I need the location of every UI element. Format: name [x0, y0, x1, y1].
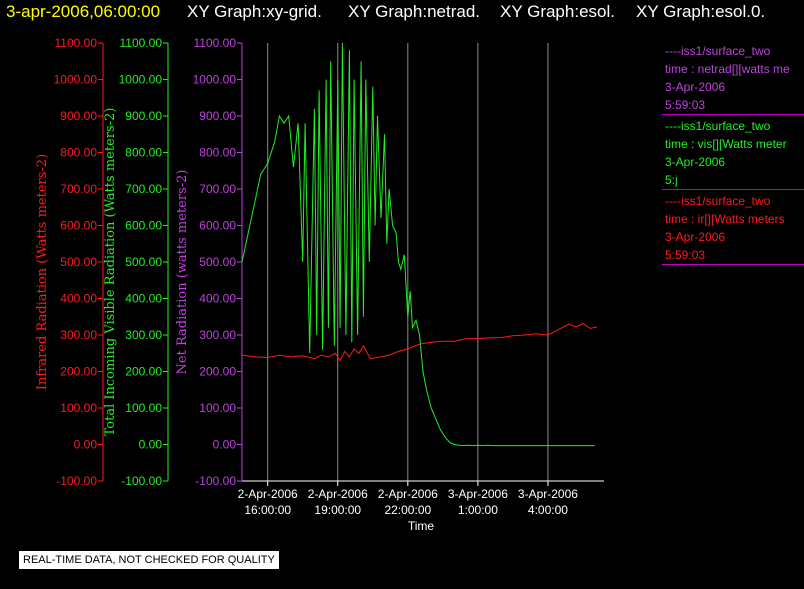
net-y-tick-label-11: 1000.00	[193, 73, 237, 87]
net-y-tick-label-0: -100.00	[195, 474, 236, 488]
visible-y-tick-label-2: 100.00	[125, 401, 162, 415]
net-y-tick-label-1: 0.00	[213, 438, 237, 452]
infrared-y-tick-label-10: 900.00	[60, 109, 97, 123]
net-y-tick-label-9: 800.00	[199, 146, 236, 160]
net-y-tick-label-8: 700.00	[199, 182, 236, 196]
visible-y-tick-label-1: 0.00	[139, 438, 163, 452]
x-tick-date-3: 3-Apr-2006	[448, 487, 508, 501]
x-tick-date-1: 2-Apr-2006	[308, 487, 368, 501]
legend-source: ----iss1/surface_two	[665, 44, 771, 58]
x-tick-time-4: 4:00:00	[528, 503, 568, 517]
graph-label-netrad: XY Graph:netrad.	[348, 2, 480, 21]
infrared-y-tick-label-7: 600.00	[60, 219, 97, 233]
infrared-radiation-line	[241, 322, 598, 362]
net-axis-title: Net Radiation (watts meters-2)	[175, 170, 190, 375]
quality-notice: REAL-TIME DATA, NOT CHECKED FOR QUALITY	[18, 550, 280, 570]
visible-y-tick-label-0: -100.00	[121, 474, 162, 488]
legend-date: 3-Apr-2006	[665, 230, 726, 244]
visible-y-tick-label-12: 1100.00	[120, 36, 163, 50]
graph-label-xy-grid: XY Graph:xy-grid.	[187, 2, 322, 21]
legend-source: ----iss1/surface_two	[665, 119, 771, 133]
legend-date: 3-Apr-2006	[665, 80, 726, 94]
legend-time: 5:59:03	[665, 98, 706, 112]
net-y-tick-label-6: 500.00	[199, 255, 236, 269]
infrared-y-tick-label-1: 0.00	[74, 438, 98, 452]
net-y-tick-label-4: 300.00	[199, 328, 236, 342]
infrared-y-tick-label-0: -100.00	[56, 474, 97, 488]
visible-y-tick-label-3: 200.00	[125, 365, 162, 379]
timestamp-label: 3-apr-2006,06:00:00	[6, 2, 161, 21]
visible-y-tick-label-7: 600.00	[125, 219, 162, 233]
infrared-y-tick-label-6: 500.00	[60, 255, 97, 269]
infrared-y-tick-label-12: 1100.00	[55, 36, 98, 50]
legend-source: ----iss1/surface_two	[665, 194, 771, 208]
net-y-tick-label-3: 200.00	[199, 365, 236, 379]
legend-date: 3-Apr-2006	[665, 155, 726, 169]
graph-label-esol-0: XY Graph:esol.0.	[636, 2, 766, 21]
legend-time: 5:59:03	[665, 248, 706, 262]
net-y-tick-label-10: 900.00	[199, 109, 236, 123]
infrared-y-tick-label-11: 1000.00	[54, 73, 98, 87]
visible-radiation-line	[241, 42, 595, 447]
infrared-y-tick-label-9: 800.00	[60, 146, 97, 160]
visible-axis-title: Total Incoming Visible Radiation (Watts …	[103, 108, 118, 437]
x-tick-time-0: 16:00:00	[244, 503, 291, 517]
visible-y-tick-label-10: 900.00	[125, 109, 162, 123]
visible-y-tick-label-4: 300.00	[125, 328, 162, 342]
infrared-y-tick-label-5: 400.00	[60, 292, 97, 306]
legend-variable: time : vis[][Watts meter	[665, 137, 787, 151]
title-bar: 3-apr-2006,06:00:00 XY Graph:xy-grid. XY…	[0, 0, 804, 28]
legend-variable: time : netrad[][watts me	[665, 62, 790, 76]
legend-time: 5:j	[665, 173, 678, 187]
x-tick-time-2: 22:00:00	[384, 503, 431, 517]
x-tick-date-0: 2-Apr-2006	[238, 487, 298, 501]
visible-y-tick-label-5: 400.00	[125, 292, 162, 306]
net-y-tick-label-5: 400.00	[199, 292, 236, 306]
visible-y-tick-label-11: 1000.00	[119, 73, 163, 87]
infrared-y-tick-label-8: 700.00	[60, 182, 97, 196]
visible-y-tick-label-8: 700.00	[125, 182, 162, 196]
visible-y-tick-label-9: 800.00	[125, 146, 162, 160]
x-tick-time-1: 19:00:00	[314, 503, 361, 517]
graph-label-esol: XY Graph:esol.	[500, 2, 615, 21]
x-axis-title: Time	[408, 519, 435, 533]
net-y-tick-label-2: 100.00	[199, 401, 236, 415]
infrared-y-tick-label-2: 100.00	[60, 401, 97, 415]
net-y-tick-label-7: 600.00	[199, 219, 236, 233]
infrared-axis-title: Infrared Radiation (Watts meters-2)	[35, 154, 50, 390]
net-y-tick-label-12: 1100.00	[194, 36, 237, 50]
infrared-y-tick-label-4: 300.00	[60, 328, 97, 342]
x-tick-date-4: 3-Apr-2006	[518, 487, 578, 501]
x-tick-time-3: 1:00:00	[458, 503, 498, 517]
legend-variable: time : ir[][Watts meters	[665, 212, 785, 226]
x-tick-date-2: 2-Apr-2006	[378, 487, 438, 501]
visible-y-tick-label-6: 500.00	[125, 255, 162, 269]
infrared-y-tick-label-3: 200.00	[60, 365, 97, 379]
